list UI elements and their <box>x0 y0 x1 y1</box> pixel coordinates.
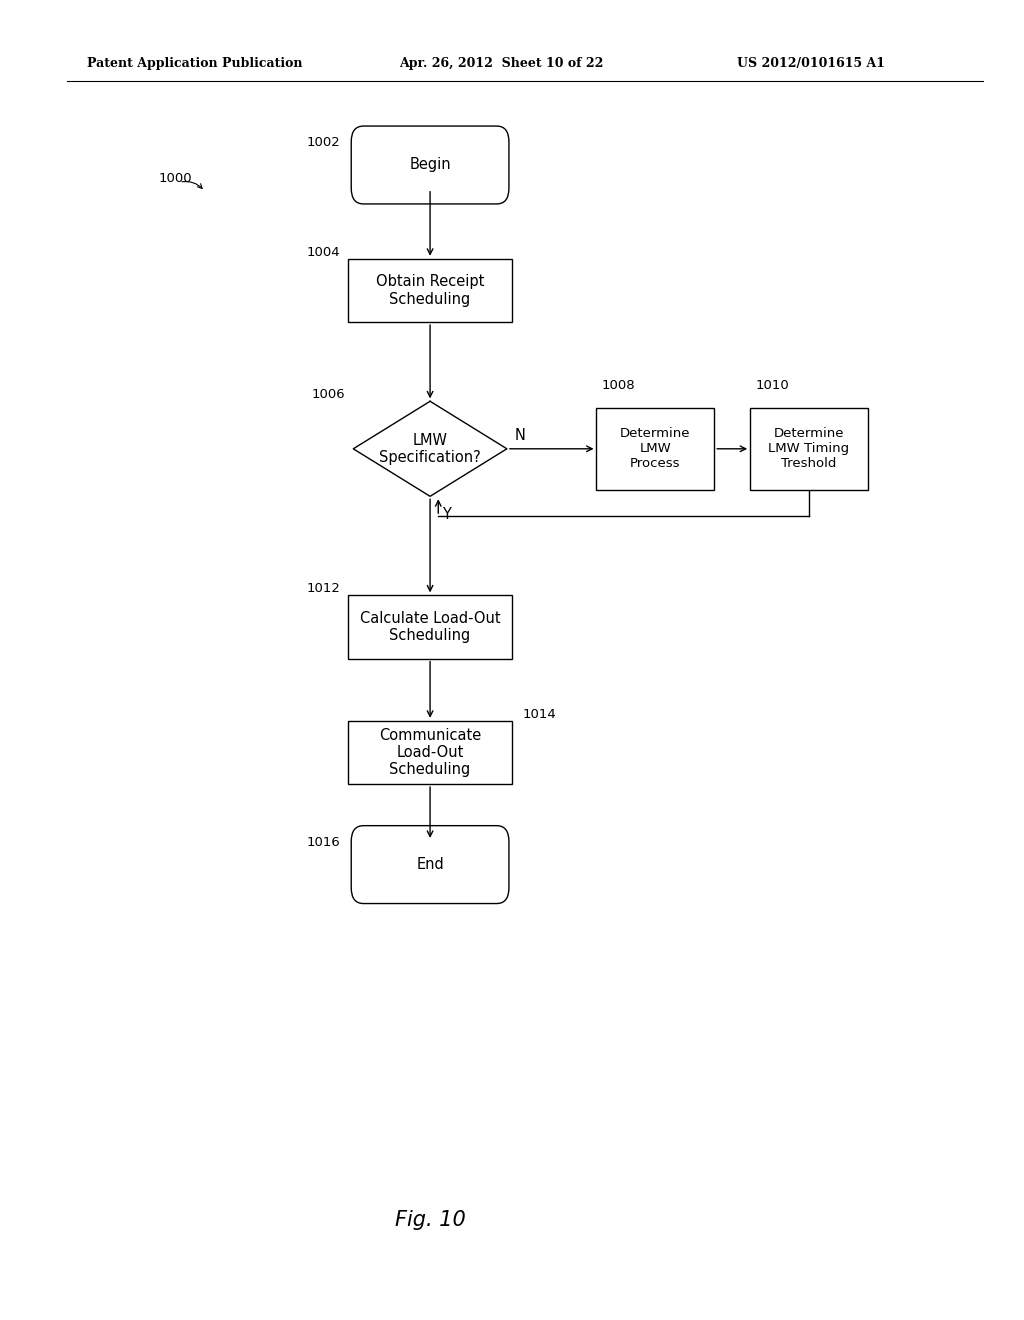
Text: 1000: 1000 <box>159 172 193 185</box>
Text: 1006: 1006 <box>311 388 345 401</box>
Text: Y: Y <box>442 507 452 521</box>
Text: End: End <box>416 857 444 873</box>
Text: Apr. 26, 2012  Sheet 10 of 22: Apr. 26, 2012 Sheet 10 of 22 <box>399 57 604 70</box>
Text: 1010: 1010 <box>756 379 788 392</box>
Bar <box>348 721 512 784</box>
Bar <box>348 259 512 322</box>
Text: Determine
LMW
Process: Determine LMW Process <box>621 428 690 470</box>
Text: 1014: 1014 <box>522 708 556 721</box>
Text: Communicate
Load-Out
Scheduling: Communicate Load-Out Scheduling <box>379 727 481 777</box>
Text: 1002: 1002 <box>306 136 340 149</box>
Text: 1016: 1016 <box>306 836 340 849</box>
Text: Fig. 10: Fig. 10 <box>394 1210 466 1230</box>
Text: 1012: 1012 <box>306 582 340 595</box>
FancyBboxPatch shape <box>351 125 509 205</box>
Text: LMW
Specification?: LMW Specification? <box>379 433 481 465</box>
FancyBboxPatch shape <box>351 826 509 904</box>
Text: 1008: 1008 <box>602 379 635 392</box>
Bar <box>750 408 868 490</box>
Text: N: N <box>515 428 526 444</box>
Text: Calculate Load-Out
Scheduling: Calculate Load-Out Scheduling <box>359 611 501 643</box>
Bar <box>596 408 715 490</box>
Text: Obtain Receipt
Scheduling: Obtain Receipt Scheduling <box>376 275 484 306</box>
Bar <box>348 595 512 659</box>
Text: US 2012/0101615 A1: US 2012/0101615 A1 <box>737 57 886 70</box>
Text: Patent Application Publication: Patent Application Publication <box>87 57 302 70</box>
Text: Begin: Begin <box>410 157 451 173</box>
Text: 1004: 1004 <box>306 246 340 259</box>
Text: Determine
LMW Timing
Treshold: Determine LMW Timing Treshold <box>768 428 850 470</box>
